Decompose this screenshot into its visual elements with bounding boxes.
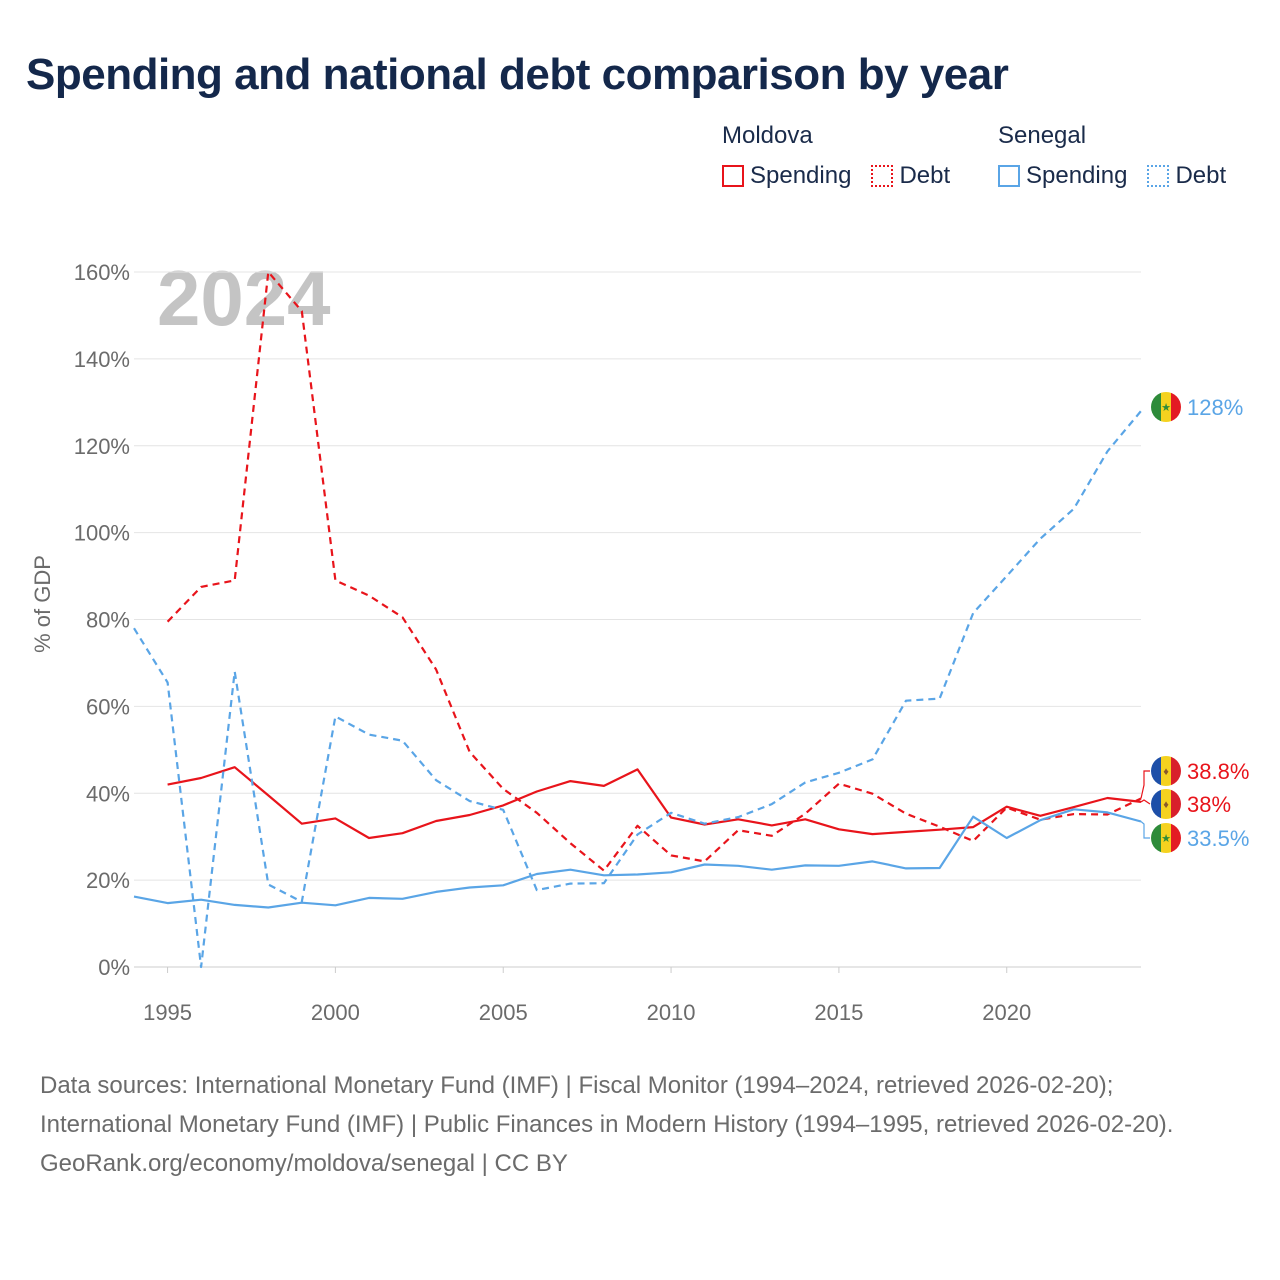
legend-senegal-spending-label: Spending	[1026, 162, 1128, 189]
legend-moldova-spending-label: Spending	[750, 162, 852, 189]
legend-solid-swatch	[722, 165, 744, 187]
senegal-flag-icon: ★	[1151, 392, 1181, 422]
legend-senegal-title: Senegal	[998, 122, 1087, 149]
legend-solid-swatch	[998, 165, 1020, 187]
svg-text:♦: ♦	[1163, 766, 1169, 778]
legend-moldova-title: Moldova	[722, 122, 813, 149]
line-chart: 2024 0% 20% 40% 60% 80% 100% 120% 140% 160% 1995 20…	[30, 254, 1249, 1025]
senegal-flag-icon: ★	[1151, 823, 1181, 853]
legend-senegal: Senegal Spending Debt	[998, 122, 1226, 190]
end-value-label: 38.8%	[1187, 759, 1249, 784]
end-value-label: 33.5%	[1187, 826, 1249, 851]
legend-moldova-debt-label: Debt	[899, 162, 951, 189]
x-tick-label: 2005	[479, 1000, 528, 1025]
y-tick-label: 0%	[98, 955, 130, 980]
legend-senegal-debt-label: Debt	[1175, 162, 1227, 189]
y-tick-label: 120%	[74, 434, 130, 459]
legend-senegal-spending[interactable]: Spending	[998, 162, 1127, 190]
y-tick-label: 60%	[86, 694, 130, 719]
series-line-senegal-debt	[133, 410, 1142, 969]
connector-moldova-spending	[1140, 799, 1151, 805]
footer-credit[interactable]: GeoRank.org/economy/moldova/senegal | CC…	[40, 1150, 568, 1177]
legend-moldova-spending[interactable]: Spending	[722, 162, 851, 190]
legend-dotted-swatch	[1147, 165, 1170, 187]
legend-dotted-swatch	[871, 165, 894, 187]
legend-moldova-debt[interactable]: Debt	[871, 162, 950, 190]
svg-text:♦: ♦	[1163, 799, 1169, 811]
y-tick-label: 100%	[74, 521, 130, 546]
moldova-flag-icon: ♦	[1151, 789, 1181, 819]
series-line-moldova-debt	[166, 270, 1142, 872]
legend-senegal-debt[interactable]: Debt	[1147, 162, 1226, 190]
legend-moldova: Moldova Spending Debt	[722, 122, 950, 190]
x-tick-label: 2000	[311, 1000, 360, 1025]
connector-senegal-spending	[1140, 821, 1150, 839]
svg-text:★: ★	[1161, 402, 1171, 414]
x-tick-label: 2015	[814, 1000, 863, 1025]
series-line-moldova-spending	[167, 766, 1142, 840]
y-tick-label: 140%	[74, 347, 130, 372]
y-tick-label: 40%	[86, 781, 130, 806]
y-tick-label: 20%	[86, 868, 130, 893]
x-tick-label: 2010	[647, 1000, 696, 1025]
end-value-label: 128%	[1187, 395, 1243, 420]
footer-sources: Data sources: International Monetary Fun…	[40, 1072, 1174, 1138]
footer: Data sources: International Monetary Fun…	[40, 1066, 1240, 1183]
x-tick-label: 2020	[982, 1000, 1031, 1025]
year-watermark: 2024	[157, 254, 331, 342]
y-axis-label: % of GDP	[30, 555, 55, 653]
chart-title: Spending and national debt comparison by…	[26, 50, 1009, 99]
end-value-label: 38%	[1187, 792, 1231, 817]
x-tick-label: 1995	[143, 1000, 192, 1025]
y-tick-label: 160%	[74, 260, 130, 285]
moldova-flag-icon: ♦	[1151, 756, 1181, 786]
y-tick-label: 80%	[86, 608, 130, 633]
connector-moldova-debt	[1140, 770, 1150, 799]
svg-text:★: ★	[1161, 833, 1171, 845]
